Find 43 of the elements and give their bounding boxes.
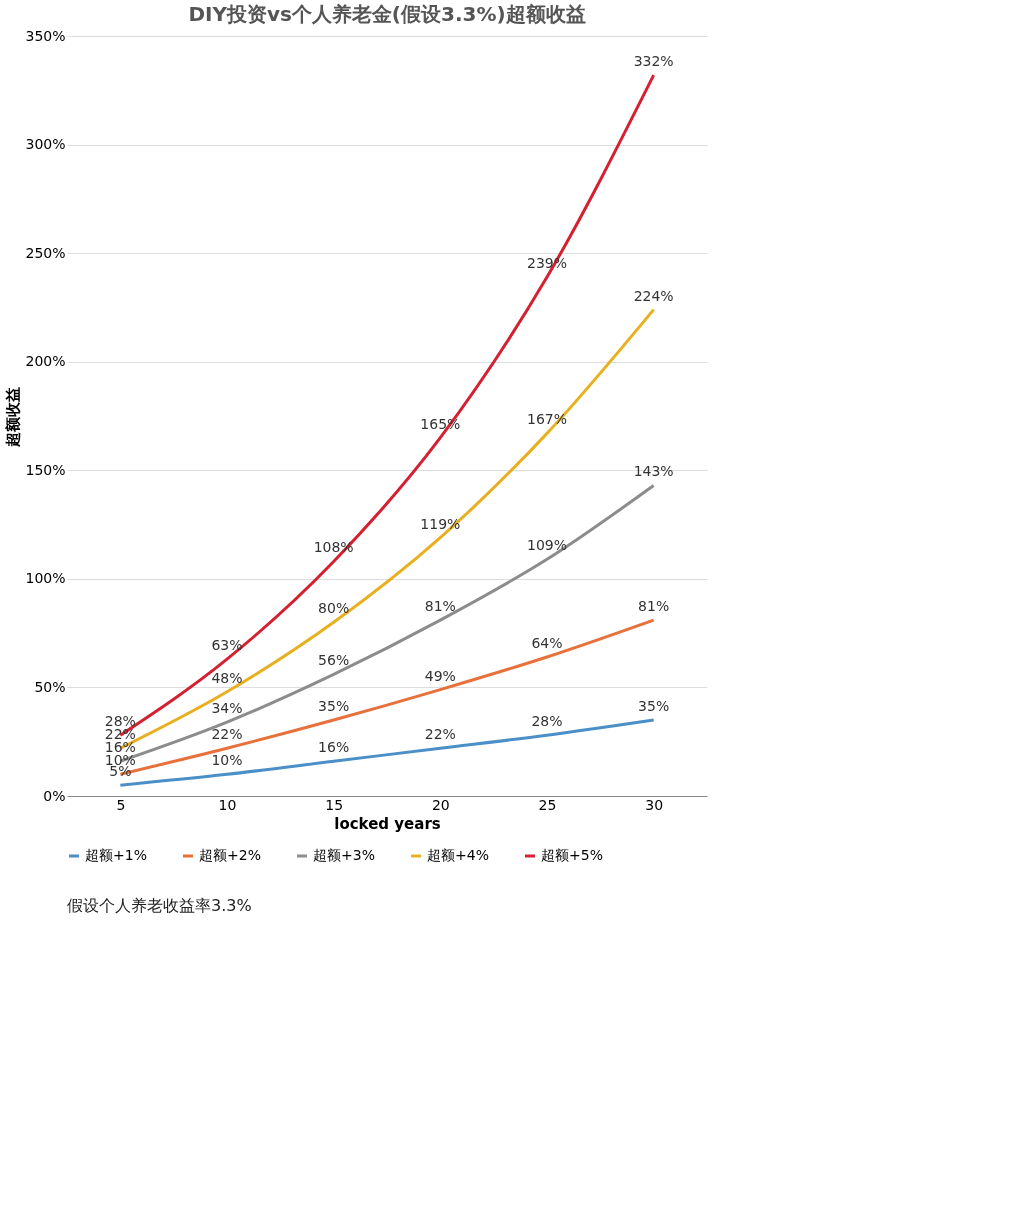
- data-label: 34%: [211, 700, 243, 717]
- text: 假设个人养老收益率3.3%: [67, 896, 252, 915]
- data-label: 81%: [638, 598, 670, 615]
- y-tick-label: 350%: [25, 27, 66, 44]
- data-label: 109%: [526, 537, 568, 554]
- y-axis-title: 超额收益: [4, 386, 23, 448]
- data-label: 63%: [211, 637, 243, 654]
- x-tick-label: 10: [218, 796, 237, 813]
- data-label: 48%: [211, 669, 243, 686]
- data-label: 64%: [531, 635, 563, 652]
- data-label: 56%: [318, 652, 350, 669]
- data-label: 28%: [531, 713, 563, 730]
- legend-label: 超额+3%: [313, 847, 375, 863]
- data-label: 49%: [424, 667, 456, 684]
- legend-label: 超额+5%: [541, 847, 603, 863]
- x-axis-title: locked years: [334, 814, 441, 833]
- y-tick-label: 150%: [25, 461, 66, 478]
- data-label: 80%: [318, 600, 350, 617]
- chart-title: DIY投资vs个人养老金(假设3.3%)超额收益: [188, 2, 586, 26]
- data-label: 35%: [638, 698, 670, 714]
- y-tick-label: 250%: [25, 244, 66, 261]
- data-label: 224%: [633, 287, 674, 304]
- y-tick-label: 50%: [34, 678, 66, 695]
- data-label: 16%: [318, 739, 350, 756]
- data-label: 81%: [424, 598, 456, 615]
- x-tick-label: 5: [116, 796, 126, 813]
- legend-label: 超额+2%: [199, 847, 261, 863]
- legend-label: 超额+4%: [427, 847, 489, 863]
- x-tick-label: 25: [538, 796, 557, 813]
- y-tick-label: 0%: [43, 787, 66, 804]
- data-label: 22%: [424, 726, 456, 743]
- data-label: 10%: [211, 752, 243, 769]
- data-label: 35%: [318, 698, 350, 714]
- x-tick-label: 30: [645, 796, 664, 813]
- data-label: 143%: [633, 463, 674, 480]
- y-tick-label: 200%: [25, 353, 66, 370]
- x-tick-label: 20: [431, 796, 450, 813]
- x-tick-label: 15: [325, 796, 344, 813]
- legend-label: 超额+1%: [85, 847, 147, 863]
- y-tick-label: 300%: [25, 136, 66, 153]
- y-tick-label: 100%: [25, 570, 66, 587]
- data-label: 332%: [633, 53, 674, 70]
- data-label: 22%: [211, 726, 243, 743]
